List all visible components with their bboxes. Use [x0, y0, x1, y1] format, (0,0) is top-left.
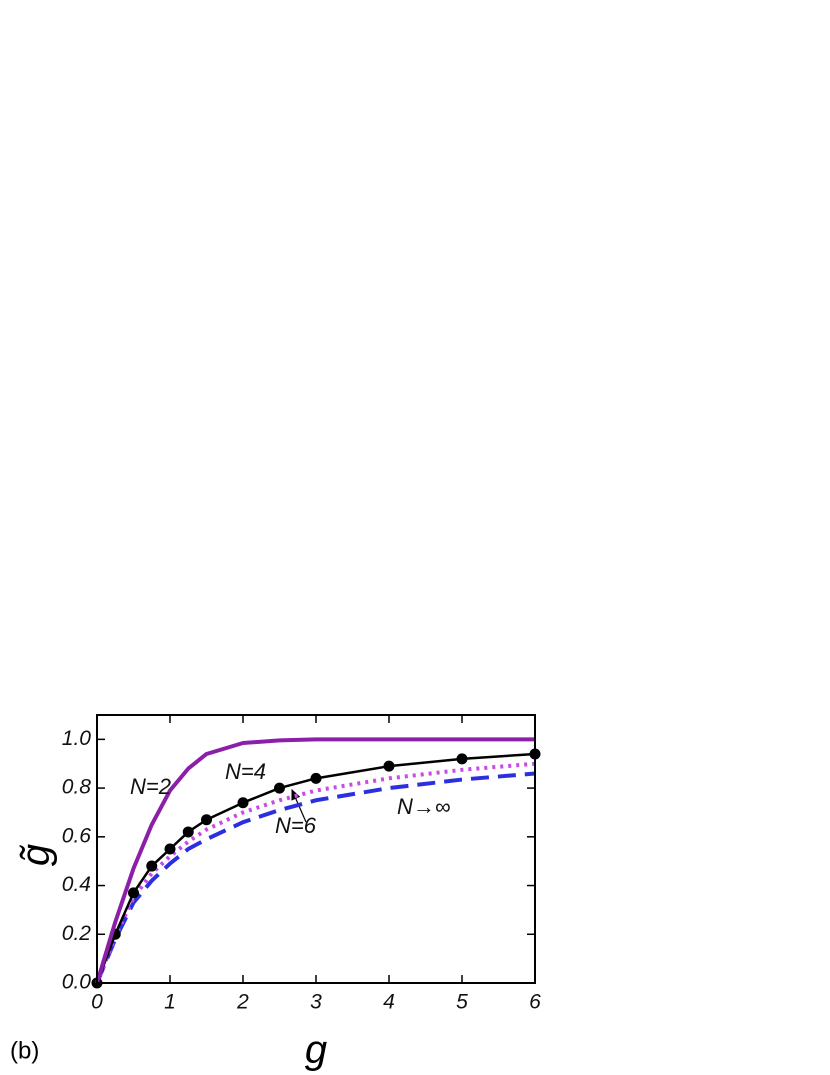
- series-line: [95, 737, 535, 984]
- series-label: N=6: [275, 813, 317, 838]
- panel-label: (b): [10, 1037, 39, 1064]
- series-label: N=4: [225, 759, 266, 784]
- x-tick-label: 1: [164, 991, 176, 1014]
- x-tick-label: 0: [91, 991, 103, 1014]
- data-point: [164, 843, 176, 855]
- data-point: [146, 860, 158, 872]
- y-tick-label: 0.2: [62, 922, 92, 945]
- x-tick-label: 6: [529, 991, 541, 1014]
- series-line: [95, 771, 536, 984]
- x-axis-label: g: [305, 1028, 327, 1072]
- y-tick-label: 1.0: [62, 727, 92, 750]
- data-point: [237, 797, 249, 809]
- y-tick-label: 0.8: [62, 776, 92, 799]
- series-label: N→∞: [397, 794, 451, 819]
- data-point: [383, 760, 395, 772]
- data-point: [310, 772, 322, 784]
- y-tick-label: 0.6: [62, 824, 92, 847]
- data-point: [182, 826, 194, 838]
- plot-frame: [96, 714, 536, 984]
- y-tick-label: 0.4: [62, 873, 91, 896]
- data-point: [201, 814, 212, 826]
- x-tick-label: 4: [383, 991, 395, 1014]
- x-tick-label: 5: [456, 991, 468, 1014]
- data-point: [128, 887, 139, 899]
- x-tick-label: 3: [310, 991, 322, 1014]
- data-point: [456, 753, 468, 765]
- data-point: [274, 782, 285, 794]
- x-tick-label: 2: [236, 991, 249, 1014]
- series-line: [95, 761, 536, 984]
- series-label: N=2: [130, 774, 171, 799]
- y-axis-label: g̃: [14, 844, 58, 866]
- y-tick-label: 0.0: [62, 971, 92, 994]
